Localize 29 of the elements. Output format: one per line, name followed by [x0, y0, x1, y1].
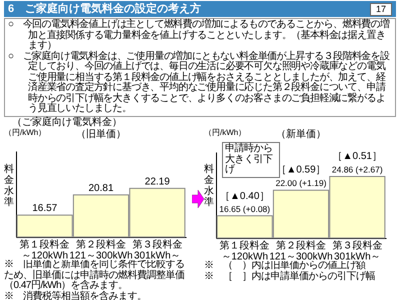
chart-title: （旧単価）	[76, 128, 126, 140]
data-label: 22.00 (+1.19)	[276, 178, 327, 188]
x-tick-label: 第３段料金301kWh～	[332, 240, 382, 262]
annotation: ［▲0.40］	[220, 190, 270, 202]
x-tick-label: 第１段料金～120kWh	[20, 238, 70, 262]
data-label: 16.57	[32, 203, 58, 214]
annotation: ［▲0.59］	[276, 164, 326, 176]
text: ○ ご家庭向け電気料金は、ご使用量の増加にともない料金単価が上昇する３段階料金を設定しており、今回の値上げでは、毎日の生活に必要不可欠な照明や冷蔵庫などの電気ご使用量に相当する第１段料金の値上げ幅をおさえることとしましたが、加えて、経済産業省の査定方針に基づき、平均的なご使用量に応じた第２段料金について、申請時からの引下げ幅を大きくすることで、より多くのお客さまのご負担軽減に繋がるよう見直しいたしました。	[8, 50, 390, 114]
text: （円/kWh）	[4, 128, 46, 138]
text: （ご家庭向け電気料金）	[12, 116, 123, 128]
chart-title: （新単価）	[276, 128, 326, 140]
x-tick-label: 第２段料金121～300kWh	[69, 238, 133, 262]
text: ※ 消費税等相当額を含みます。	[4, 290, 148, 300]
text: ※ ［ ］内は申請単価からの引下げ幅	[204, 270, 376, 282]
y-axis-title: 料金水準	[4, 164, 15, 208]
data-label: 24.86 (+2.67)	[332, 164, 383, 175]
data-label: 22.19	[144, 176, 170, 188]
x-tick-label: 第３段料金301kWh～	[132, 238, 182, 262]
annotation: ［▲0.51］	[332, 151, 382, 162]
text: 17	[370, 2, 392, 16]
text: 6 ご家庭向け電気料金の設定の考え方	[8, 2, 202, 15]
data-label: 16.65 (+0.08)	[219, 204, 270, 214]
annotation: 申請時から大きく引下げ	[225, 143, 272, 175]
text: ○ 今回の電気料金値上げは主として燃料費の増加によるものであることから、燃料費の増加と直接関係する電力量料金を値上げすることといたします。（基本料金は据え置きます）	[8, 19, 390, 51]
text: （円/kWh）	[204, 128, 246, 138]
x-tick-label: 第２段料金121～300kWh	[269, 240, 333, 262]
x-tick-label: 第１段料金～120kWh	[220, 240, 270, 262]
y-axis-title: 料金水準	[204, 164, 215, 208]
data-label: 20.81	[88, 182, 114, 194]
